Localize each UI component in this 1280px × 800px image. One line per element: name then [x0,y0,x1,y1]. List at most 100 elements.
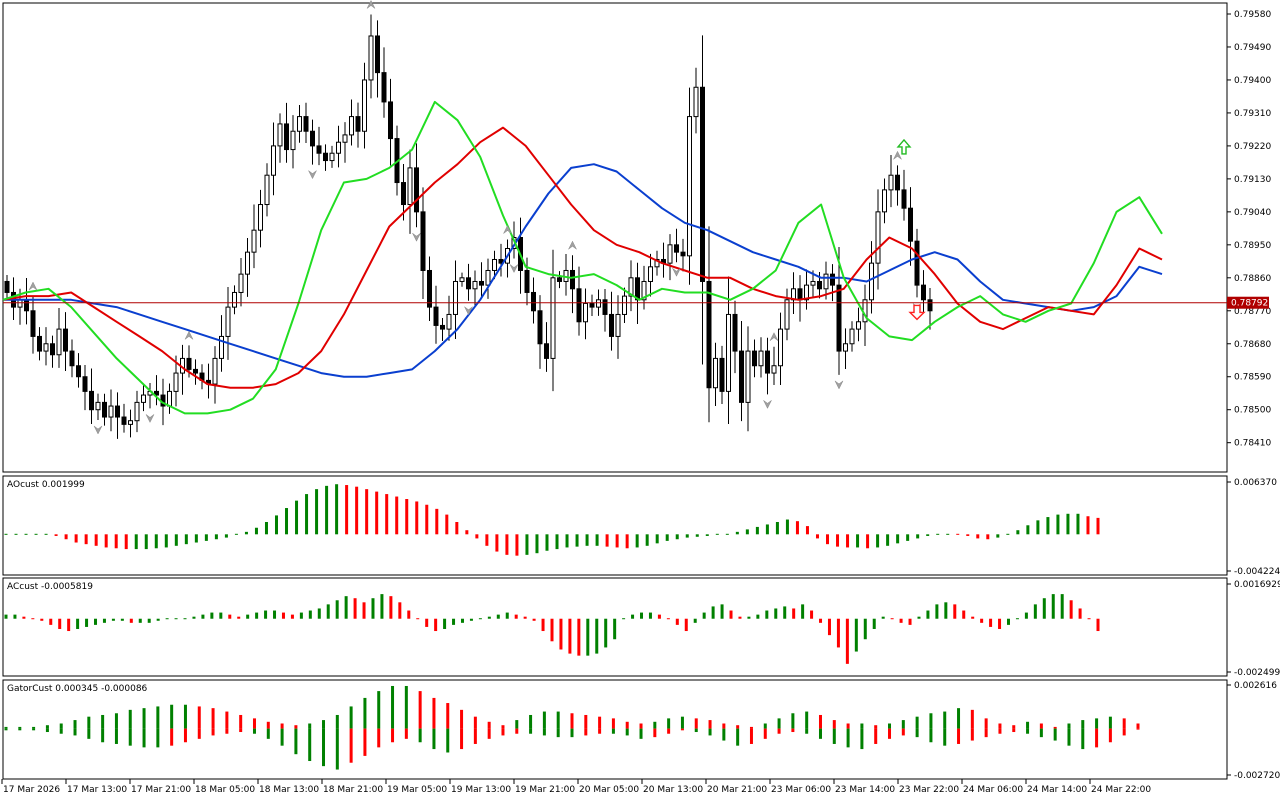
gator-lower-bar [639,728,643,739]
aocust-bar [465,530,469,535]
gator-lower-bar [239,728,243,733]
accust-bar [747,616,751,619]
gator-lower-bar [446,728,450,753]
gator-lower-bar [128,728,132,746]
gator-upper-bar [653,721,657,729]
bear-candle [401,182,406,206]
bull-candle [141,394,146,403]
accust-bar [156,618,160,621]
fractal-down-icon [93,425,103,435]
bear-candle [752,350,757,367]
accust-tick-label: 0.0016929 [1234,580,1280,590]
aocust-bar [775,521,779,535]
gator-upper-bar [929,713,933,729]
aocust-bar [124,534,128,550]
bull-candle [238,273,244,293]
bull-candle [17,299,23,308]
bear-candle [284,123,289,151]
bull-candle [134,401,140,422]
aocust-bar [946,533,950,535]
gator-upper-bar [694,718,698,729]
accust-bar [908,618,912,625]
accust-label: ACcust -0.0005819 [7,582,93,592]
fractal-down-icon [763,400,772,409]
gator-upper-bar [4,726,8,729]
gator-lower-bar [432,728,436,750]
aocust-bar [856,534,860,548]
gator-upper-bar [818,714,822,729]
bear-candle [115,405,120,418]
aocust-bar [84,534,88,545]
fractal-down-icon [509,264,519,274]
bull-candle [843,343,848,352]
bear-candle [414,167,419,213]
time-tick-label: 24 Mar 14:00 [1027,785,1087,795]
accust-bar [371,598,375,619]
bear-candle [732,313,738,352]
price-tick-label: 0.79040 [1234,208,1271,218]
gator-lower-bar [266,728,270,739]
gator-upper-bar [142,708,146,729]
gator-lower-bar [225,728,229,734]
accust-bar [926,610,930,619]
aocust-panel[interactable]: AOcust 0.001999 0.006370 -0.004224 [2,475,1280,577]
aocust-bar [4,533,8,535]
gator-upper-bar [18,726,22,729]
bull-candle [771,365,777,374]
gator-upper-bar [791,713,795,729]
bull-candle [856,321,861,330]
aocust-bar [765,524,769,535]
bear-candle [375,35,380,74]
aocust-bar [1086,516,1090,535]
aocust-bar [254,527,258,535]
bull-candle [726,313,731,392]
gator-lower-bar [818,728,822,739]
bull-candle [342,134,348,143]
gator-upper-bar [322,720,326,729]
bull-candle [251,229,257,253]
gator-upper-bar [266,721,270,729]
accust-bar [326,604,330,619]
bull-candle [95,401,101,411]
time-tick-label: 19 Mar 13:00 [451,785,511,795]
gator-lower-bar [708,728,712,736]
accust-bar [273,610,277,619]
gator-upper-bar [446,703,450,729]
gator-lower-bar [1081,728,1085,750]
gator-lower-bar [377,728,381,748]
aocust-bar [826,534,830,545]
time-tick-label: 19 Mar 21:00 [515,785,575,795]
bull-candle [290,130,296,151]
bear-candle [4,280,10,293]
aocust-bar [705,534,709,536]
price-panel[interactable]: 0.79580 0.79490 0.79400 0.79310 0.79220 0.791… [2,0,1271,473]
bull-candle [225,306,231,337]
gator-lower-bar [211,728,215,736]
time-tick-label: 18 Mar 21:00 [323,785,383,795]
bear-candle [719,357,725,392]
gator-lower-bar [4,728,8,731]
aocust-bar [645,534,649,546]
accust-bar [774,608,778,619]
gator-upper-bar [128,709,132,729]
gator-lower-bar [611,728,615,734]
aocust-bar [174,534,178,546]
accust-bar [801,604,805,619]
gator-lower-bar [667,728,671,734]
gatorcust-panel[interactable]: GatorCust 0.000345 -0.000086 0.002616 -0.0… [2,679,1280,781]
bull-candle [362,79,367,132]
aocust-bar [445,514,449,535]
gator-lower-bar [832,728,836,744]
aocust-bar [1026,525,1030,535]
bull-candle [667,244,673,264]
bear-candle [323,152,328,162]
gator-upper-bar [391,685,395,729]
gator-upper-bar [363,697,367,729]
bear-candle [102,401,107,418]
bear-candle [537,310,543,345]
gator-upper-bar [87,716,91,729]
gator-lower-bar [308,728,312,762]
fractal-up-icon [503,225,512,234]
accust-panel[interactable]: ACcust -0.0005819 0.0016929 -0.0024995 [2,577,1280,678]
